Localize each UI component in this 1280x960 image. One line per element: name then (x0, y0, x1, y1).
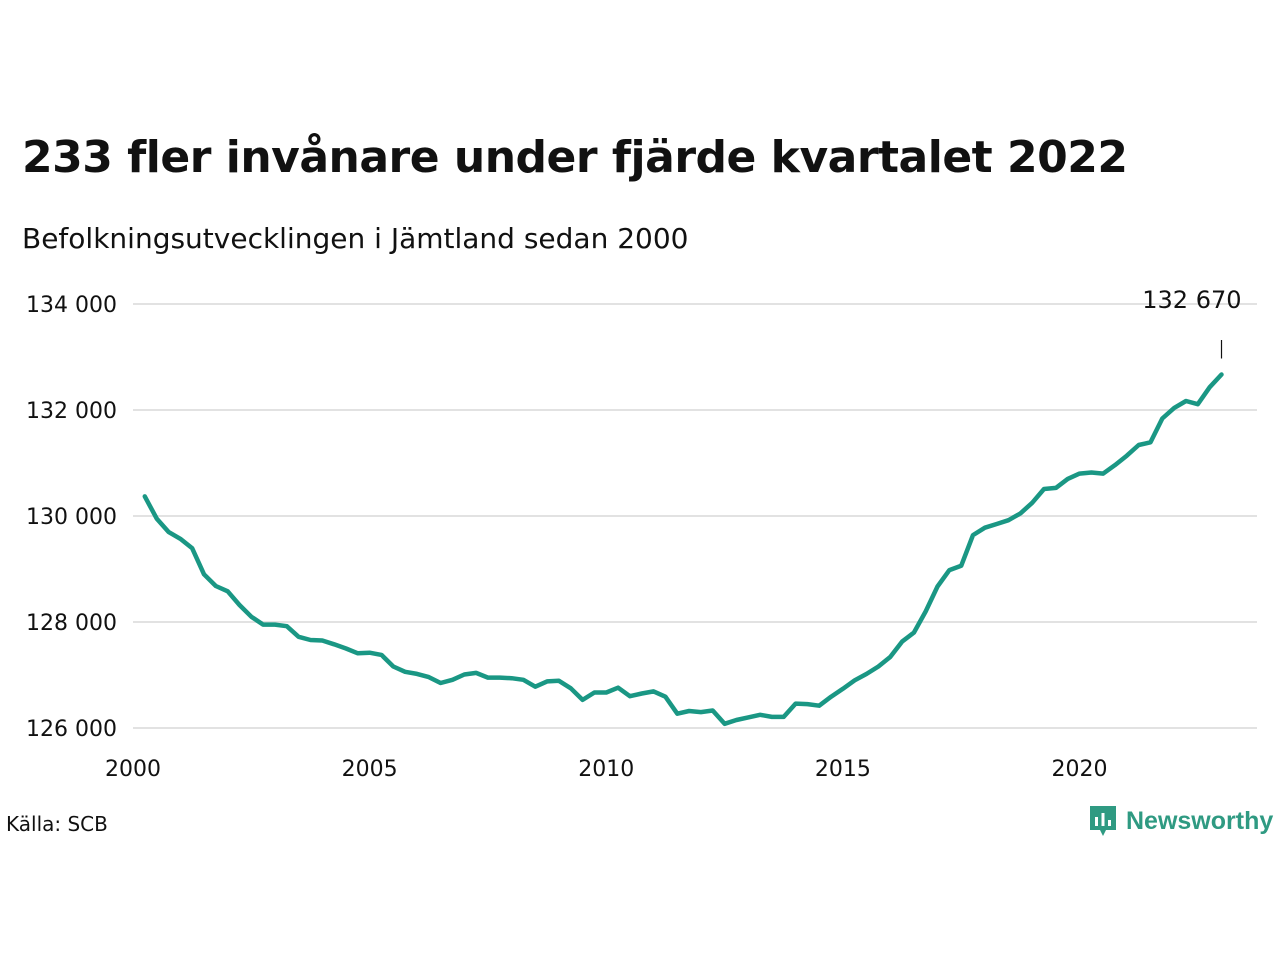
y-axis-ticks: 126 000 128 000 130 000 132 000 134 000 (26, 293, 117, 742)
series-line (142, 372, 1224, 727)
x-tick-label: 2005 (342, 757, 398, 782)
y-tick-label: 132 000 (26, 399, 117, 424)
y-tick-label: 134 000 (26, 293, 117, 318)
y-tick-label: 126 000 (26, 717, 117, 742)
x-tick-label: 2020 (1052, 757, 1108, 782)
line-chart: 126 000 128 000 130 000 132 000 134 000 2000… (26, 286, 1257, 782)
y-tick-label: 130 000 (26, 505, 117, 530)
chart-title: 233 fler invånare under fjärde kvartalet… (22, 132, 1128, 183)
brand-name: Newsworthy (1126, 806, 1274, 835)
x-tick-label: 2010 (578, 757, 634, 782)
y-tick-label: 128 000 (26, 611, 117, 636)
x-axis-ticks: 2000 2005 2010 2015 2020 (105, 757, 1108, 782)
newsworthy-logo-icon (1090, 806, 1116, 836)
source-note: Källa: SCB (6, 812, 108, 836)
series-layer (142, 372, 1224, 727)
chart-subtitle: Befolkningsutvecklingen i Jämtland sedan… (22, 222, 689, 255)
brand-logo: Newsworthy (1088, 804, 1273, 838)
annotation-layer: 132 670 (1142, 286, 1242, 359)
end-value-label: 132 670 (1142, 286, 1241, 314)
x-tick-label: 2000 (105, 757, 161, 782)
x-tick-label: 2015 (815, 757, 871, 782)
gridlines (133, 303, 1257, 729)
